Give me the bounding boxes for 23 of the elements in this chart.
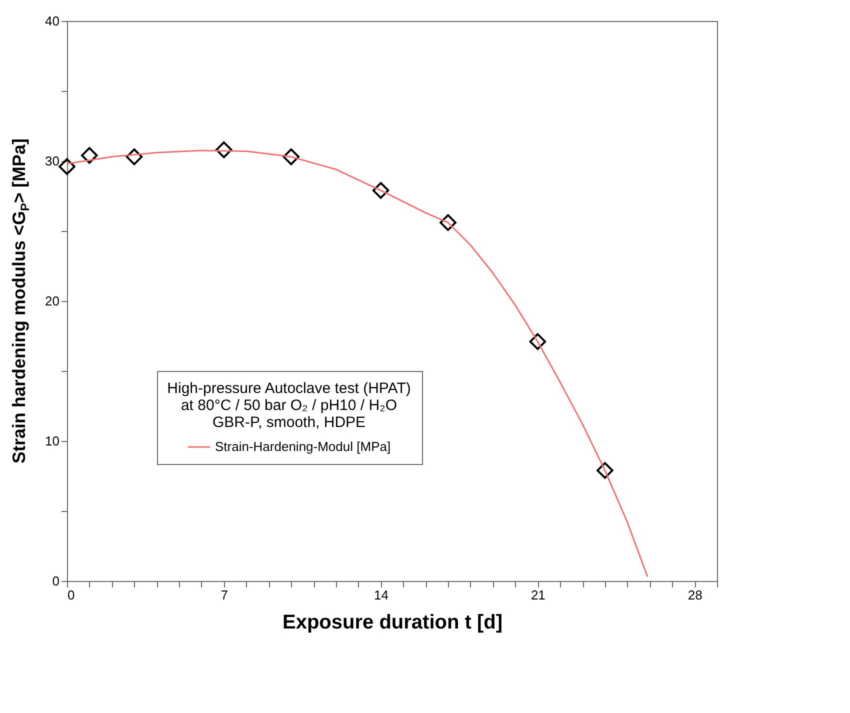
point xyxy=(126,148,143,166)
point xyxy=(596,462,614,479)
y-tick-label: 0 xyxy=(52,574,60,588)
x-tick-label: 14 xyxy=(374,588,389,602)
point xyxy=(215,141,232,158)
point xyxy=(81,146,98,164)
legend-title: High-pressure Autoclave test (HPAT) at 80°C / 50 bar O₂ / pH10 / H₂O GBR-P, smooth, HDPE xyxy=(167,380,411,431)
point xyxy=(529,333,546,350)
y-tick-label: 20 xyxy=(45,294,60,308)
x-tick-label: 21 xyxy=(530,588,546,602)
x-axis-title: Exposure duration t [d] xyxy=(282,612,502,634)
point xyxy=(58,158,76,176)
y-tick-label: 40 xyxy=(45,14,60,28)
x-tick-label: 7 xyxy=(220,588,228,602)
x-tick-label: 28 xyxy=(688,588,702,602)
x-tick-label: 0 xyxy=(68,588,75,602)
point xyxy=(282,148,300,166)
y-axis-title: Strain hardening modulus <GP> [MPa] xyxy=(9,138,32,464)
point xyxy=(372,182,390,199)
point xyxy=(440,214,456,232)
y-tick-label: 10 xyxy=(45,434,60,448)
y-tick-label: 30 xyxy=(45,154,60,168)
legend-label: Strain-Hardening-Modul [MPa] xyxy=(215,439,391,454)
